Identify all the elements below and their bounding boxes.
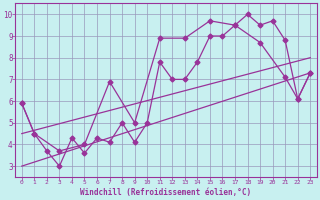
X-axis label: Windchill (Refroidissement éolien,°C): Windchill (Refroidissement éolien,°C) [80, 188, 252, 197]
